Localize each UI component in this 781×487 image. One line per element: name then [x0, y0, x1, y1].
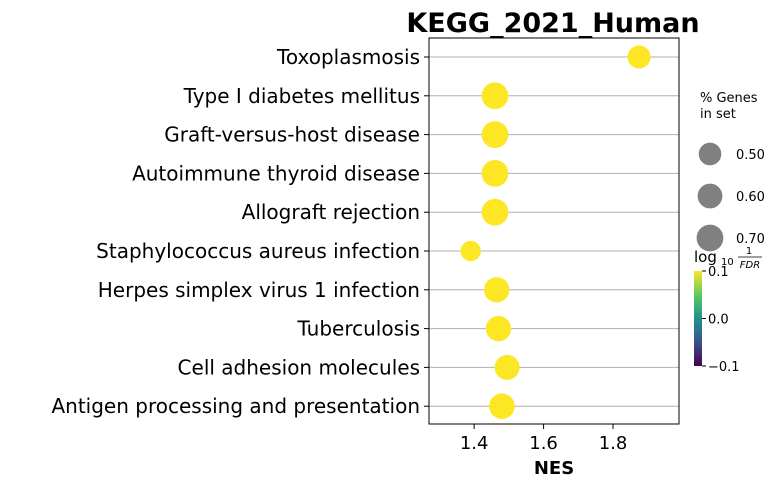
x-tick-label: 1.4: [460, 433, 489, 454]
x-tick-label: 1.8: [599, 433, 628, 454]
colorbar-label-denominator: FDR: [740, 260, 760, 271]
size-legend: % Genes in set 0.50 0.60 0.70: [696, 91, 765, 252]
size-legend-title-line2: in set: [700, 107, 736, 122]
size-legend-marker: [696, 224, 724, 252]
term-label: Toxoplasmosis: [276, 45, 420, 69]
colorbar: log 10 1 FDR 0.1 0.0 −0.1: [694, 246, 762, 375]
data-point: [460, 240, 481, 262]
size-legend-title-line1: % Genes: [700, 91, 758, 106]
term-label: Antigen processing and presentation: [51, 394, 420, 418]
data-point: [489, 393, 515, 420]
data-point: [481, 121, 509, 148]
size-legend-label: 0.70: [736, 232, 765, 247]
data-point: [484, 277, 510, 303]
colorbar-tick-label: 0.0: [708, 313, 729, 328]
term-label: Allograft rejection: [242, 200, 420, 224]
term-label: Autoimmune thyroid disease: [132, 161, 420, 185]
term-label: Graft-versus-host disease: [164, 123, 420, 147]
data-point: [481, 160, 509, 187]
x-tick-label: 1.6: [529, 433, 558, 454]
colorbar-label-base: 10: [721, 257, 734, 268]
colorbar-label-log: log: [694, 248, 717, 266]
data-point: [481, 198, 509, 226]
data-point: [485, 315, 512, 342]
data-point: [627, 45, 651, 69]
size-legend-marker: [698, 142, 722, 166]
size-legend-label: 0.50: [736, 148, 765, 163]
term-label: Cell adhesion molecules: [178, 355, 420, 379]
term-label: Herpes simplex virus 1 infection: [98, 278, 420, 302]
term-labels: Toxoplasmosis Type I diabetes mellitus Gra…: [51, 45, 420, 418]
x-axis-label: NES: [534, 458, 574, 479]
term-label: Type I diabetes mellitus: [183, 84, 420, 108]
size-legend-marker: [697, 183, 723, 209]
colorbar-label-numerator: 1: [746, 246, 752, 257]
grid-layer: [424, 56, 679, 407]
colorbar-tick-label: 0.1: [708, 265, 729, 280]
data-points: [460, 45, 651, 420]
size-legend-label: 0.60: [736, 190, 765, 205]
data-point: [494, 354, 520, 380]
plot-frame: [428, 37, 680, 425]
colorbar-gradient: [694, 271, 702, 366]
x-axis-ticks: 1.4 1.6 1.8: [460, 424, 628, 454]
colorbar-tick-label: −0.1: [708, 360, 740, 375]
term-label: Tuberculosis: [297, 317, 421, 341]
chart-title: KEGG_2021_Human: [406, 8, 699, 39]
data-point: [481, 82, 509, 110]
term-label: Staphylococcus aureus infection: [96, 239, 420, 263]
